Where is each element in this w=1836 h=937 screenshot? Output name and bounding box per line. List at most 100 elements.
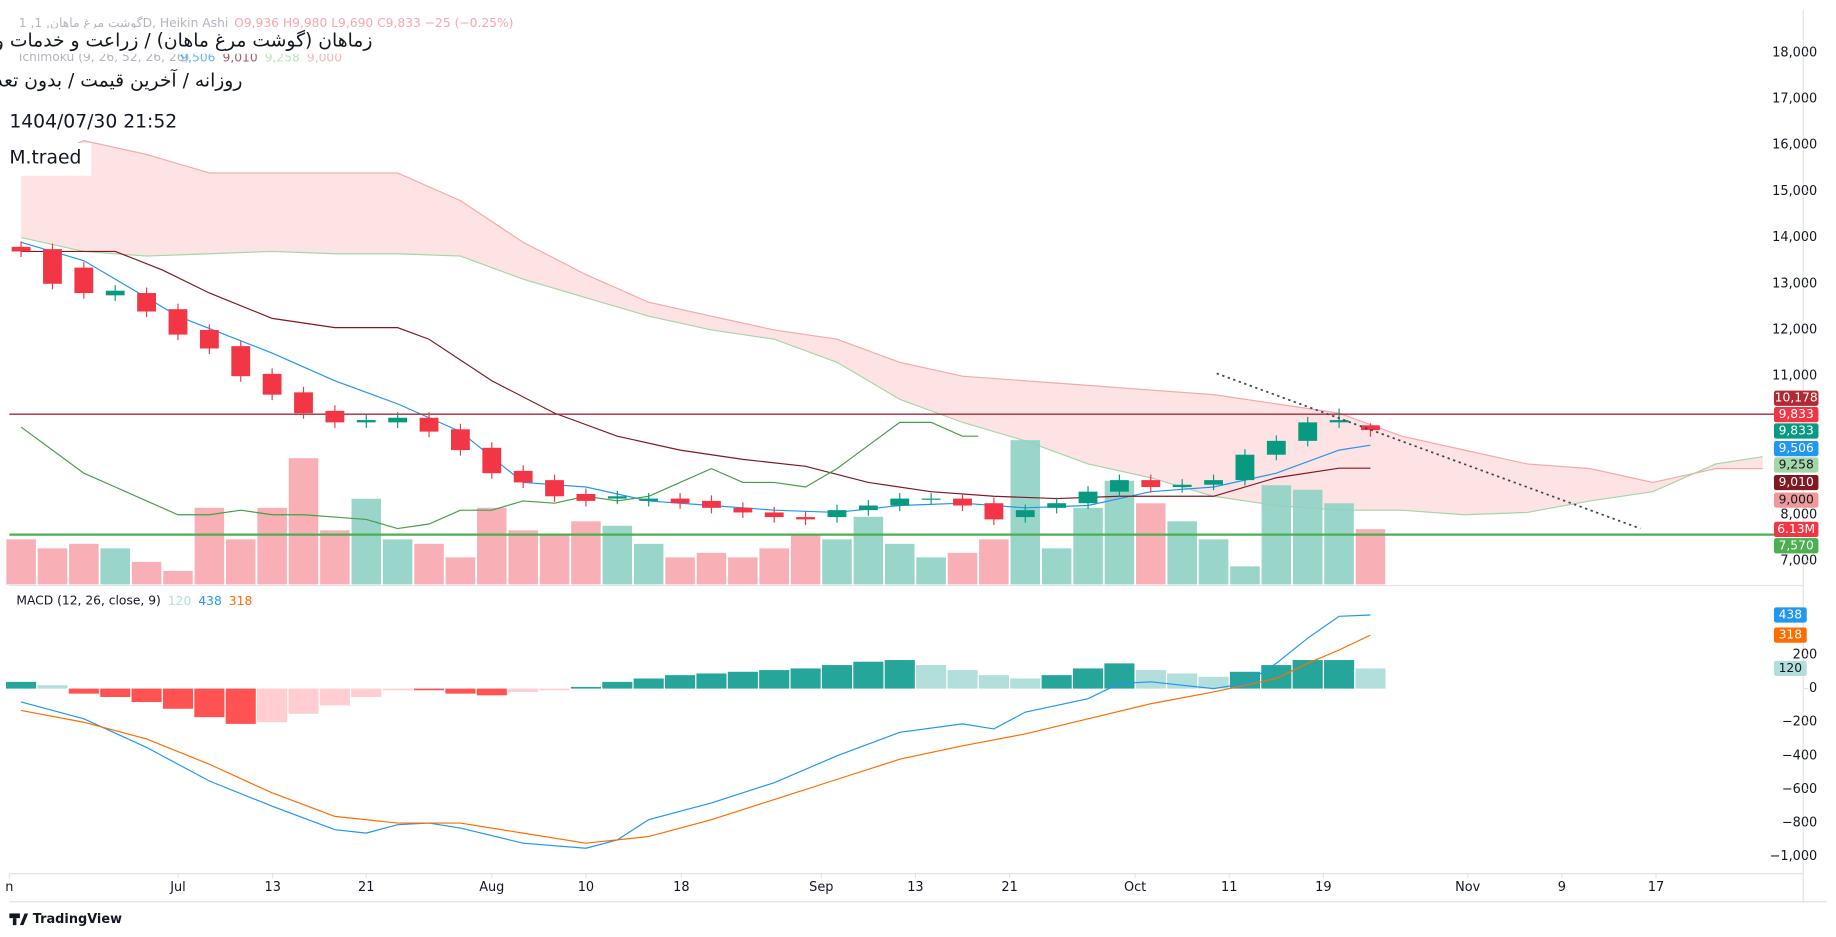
candle-body [702,500,721,508]
macd-histogram-bar [539,688,570,691]
candle-body [1361,425,1380,431]
y-tick-label: 7,000 [1780,553,1817,568]
candle-body [670,498,690,504]
macd-histogram-bar [665,675,696,689]
volume-bar [445,557,476,585]
price-box-label: 9,833 [1779,424,1814,438]
volume-bar [1136,503,1166,585]
footer: TradingView [9,912,122,927]
x-tick-label: 17 [1648,880,1664,895]
logo-mark [12,918,17,926]
watermark: TradingView [33,912,122,927]
macd-histogram-bar [727,671,758,689]
candle-body [764,512,784,518]
candle-body [858,505,878,511]
macd-histogram-bar [445,688,476,694]
y-tick-label: 15,000 [1772,184,1817,199]
macd-histogram-bar [916,665,947,689]
candle-body [137,293,157,312]
macd-histogram-bar [1041,675,1072,689]
author: M.traed [9,148,81,169]
trendline [1216,372,1641,530]
candle-body [1266,440,1286,455]
subtitle: روزانه / آخرین قیمت / بدون تعدیل [0,68,242,91]
volume-bar [194,507,225,585]
candle-body [450,429,470,451]
volume-bar [1041,548,1072,585]
volume-bar [1230,566,1260,585]
candle-body [482,447,502,474]
candle-body [419,417,439,432]
y-tick-label: 17,000 [1772,92,1817,107]
macd-tick-label: −1,000 [1770,849,1818,864]
macd-tick-label: 0 [1809,681,1817,696]
volume-bar [633,543,664,585]
price-box [1773,457,1819,473]
price-box-label: 9,833 [1779,407,1814,421]
indicator-line [20,421,979,530]
macd-histogram-bar [602,681,633,689]
volume-bar [728,557,758,585]
macd-line [20,634,1371,844]
candle-body [513,470,533,483]
header: 1 ,گوشت مرغ ماهان, 1D, Heikin Ashi O9,93… [0,16,513,607]
macd-histogram-bar [947,670,978,689]
volume-bar [916,557,946,585]
macd-histogram-bar [1229,671,1261,689]
volume-bar [759,548,789,585]
macd-histogram-bar [288,688,319,714]
candle-body [262,373,282,395]
volume-bar [131,561,162,585]
volume-bar [288,458,319,585]
y-tick-label: 14,000 [1772,230,1817,245]
volume-bar [539,534,570,585]
x-tick-label: Nov [1455,880,1481,895]
macd-tick-label: −200 [1782,715,1817,730]
volume-bar [853,516,884,585]
x-tick-label: Aug [479,880,504,895]
volume-bar [1355,529,1386,585]
macd-histogram-bar [1072,668,1104,689]
candle-body [607,496,627,499]
volume-bar [1198,539,1229,585]
volume-bar [414,543,444,585]
candle-body [1141,480,1161,488]
candle-body [1172,484,1192,488]
volume-bar [225,539,256,585]
volume-bar [790,534,821,585]
volume-bar [1073,507,1103,585]
logo-mark [19,913,29,926]
macd-line [20,614,1371,849]
macd-histogram-bar [37,685,68,689]
macd-histogram-bar [1135,670,1166,689]
candle-body [1235,454,1255,481]
subtitle-bg [7,68,248,94]
macd-box [1773,660,1807,677]
volume-bar [1292,489,1323,585]
indicator-line [21,250,1371,500]
candle-body [890,498,910,506]
price-box [1773,521,1819,537]
candle-body [105,290,125,296]
macd-box-label: 120 [1779,661,1802,675]
macd-histogram-bar [1355,668,1386,689]
macd-histogram-bar [696,673,727,689]
y-tick-label: 13,000 [1772,276,1817,291]
title: زماهان (گوشت مرغ ماهان) / زراعت و خدمات … [0,30,372,52]
candle-body [294,392,313,414]
macd-histogram-bar [508,688,539,692]
macd-legend-value: 318 [229,593,252,607]
candle-body [1204,480,1223,485]
macd-histogram-bar [100,688,131,697]
volume-bar [37,548,68,585]
macd-histogram-bar [6,681,37,689]
x-tick-label: 10 [578,880,594,895]
x-tick-label: 13 [265,880,281,895]
macd-box [1773,607,1807,623]
volume-bar [979,539,1009,585]
volume-bar [6,539,36,585]
macd-box-label: 318 [1779,628,1802,642]
macd-histogram-bar [413,688,445,691]
volume-bar [163,570,193,585]
volume-bar [822,539,852,585]
